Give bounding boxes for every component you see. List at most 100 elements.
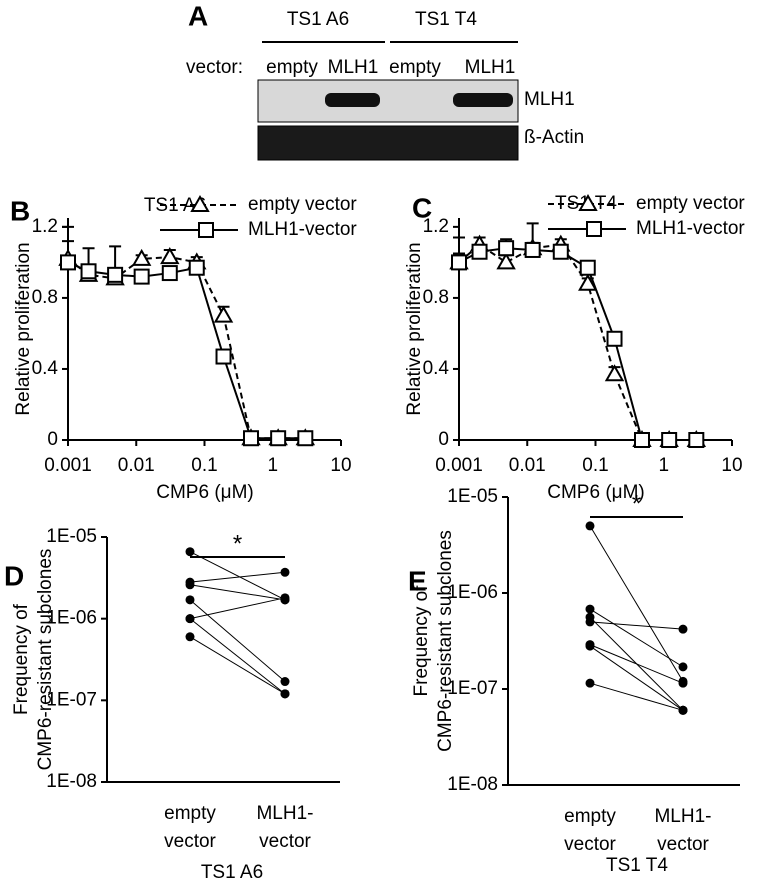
lane-label: MLH1 — [328, 57, 379, 78]
series-line — [458, 247, 697, 441]
marker — [471, 243, 488, 260]
legend-label: MLH1-vector — [248, 219, 357, 240]
marker — [604, 364, 625, 382]
x-tick-label: 0.001 — [44, 455, 92, 476]
series-line — [67, 256, 306, 440]
x-tick-label: 0.001 — [435, 455, 483, 476]
panel-label: D — [4, 560, 24, 591]
x-tick-label: 0.1 — [582, 455, 608, 476]
band-label: MLH1 — [524, 89, 575, 110]
marker — [215, 348, 232, 365]
x-tick-label: 0.01 — [118, 455, 155, 476]
y-axis-label: Relative proliferation — [13, 242, 34, 415]
band — [453, 93, 513, 107]
vector-label: vector: — [186, 57, 243, 78]
marker — [661, 432, 678, 448]
marker — [190, 194, 210, 212]
y-axis-label: CMP6-resistant subclones — [35, 549, 56, 771]
pair-line — [189, 584, 286, 601]
y-tick-label: 1E-05 — [447, 486, 498, 507]
x-tick-label: 0.01 — [509, 455, 546, 476]
marker — [60, 254, 76, 271]
marker — [133, 268, 150, 285]
x-axis-label: TS1 A6 — [201, 862, 263, 883]
pair-line — [189, 597, 286, 620]
point — [678, 624, 688, 634]
marker — [552, 243, 569, 260]
x-tick-label: 10 — [330, 455, 351, 476]
y-tick-label: 1E-08 — [447, 774, 498, 795]
y-tick-label: 1E-06 — [447, 582, 498, 603]
legend-label: empty vector — [636, 193, 745, 214]
marker — [270, 430, 287, 447]
marker — [198, 222, 214, 238]
panel-label: E — [408, 565, 427, 596]
marker — [498, 240, 515, 257]
pair-line — [189, 551, 286, 601]
band — [325, 93, 380, 107]
group-label: TS1 A6 — [287, 9, 349, 30]
marker — [188, 259, 205, 276]
legend-label: empty vector — [248, 194, 357, 215]
y-tick-label: 1E-07 — [447, 678, 498, 699]
y-tick-label: 0.8 — [423, 287, 449, 308]
pair-line — [589, 621, 684, 630]
pair-line — [589, 682, 684, 711]
band-label: ß-Actin — [524, 127, 584, 148]
blot-strip — [257, 125, 519, 161]
y-axis-label: Frequency of — [411, 585, 432, 697]
x-tick-label: vector — [164, 831, 216, 852]
point — [280, 593, 290, 603]
point — [678, 678, 688, 688]
marker — [451, 254, 467, 271]
x-tick-label: empty — [564, 806, 616, 827]
point — [585, 521, 595, 531]
point — [185, 547, 195, 557]
legend-label: MLH1-vector — [636, 218, 745, 239]
x-tick-label: vector — [259, 831, 311, 852]
pair-line — [189, 618, 286, 695]
y-axis-label: Relative proliferation — [404, 242, 425, 415]
point — [585, 678, 595, 688]
y-tick-label: 0.4 — [423, 358, 450, 379]
series-line — [458, 243, 697, 441]
point — [678, 662, 688, 672]
pair-line — [589, 608, 684, 668]
chart-panel: E 1E-08 1E-07 1E-06 1E-05 empty vector MLH1- vec… — [408, 486, 740, 876]
series-line — [67, 261, 306, 440]
marker — [586, 221, 602, 237]
y-tick-label: 1E-08 — [46, 771, 97, 792]
x-tick-label: vector — [564, 834, 616, 855]
marker — [80, 263, 97, 280]
marker — [578, 193, 598, 211]
panel-label: B — [10, 195, 30, 226]
lane-label: empty — [266, 57, 318, 78]
x-tick-label: MLH1- — [654, 806, 711, 827]
marker — [297, 430, 314, 447]
point — [585, 641, 595, 651]
marker — [131, 248, 152, 266]
y-tick-label: 0 — [438, 429, 449, 450]
pair-line — [589, 645, 684, 711]
point — [280, 567, 290, 577]
point — [280, 689, 290, 699]
pair-line — [589, 644, 684, 684]
pair-line — [189, 599, 286, 682]
marker — [578, 273, 598, 291]
panel-label: A — [188, 0, 208, 31]
x-tick-label: 1 — [658, 455, 669, 476]
lane-label: MLH1 — [465, 57, 516, 78]
point — [585, 604, 595, 614]
y-axis-label: CMP6-resistant subclones — [435, 530, 456, 752]
significance-label: * — [632, 490, 641, 517]
marker — [688, 432, 705, 448]
point — [185, 580, 195, 590]
y-tick-label: 1E-05 — [46, 526, 97, 547]
point — [585, 617, 595, 627]
significance-label: * — [233, 530, 242, 557]
lane-label: empty — [389, 57, 441, 78]
marker — [579, 259, 596, 276]
